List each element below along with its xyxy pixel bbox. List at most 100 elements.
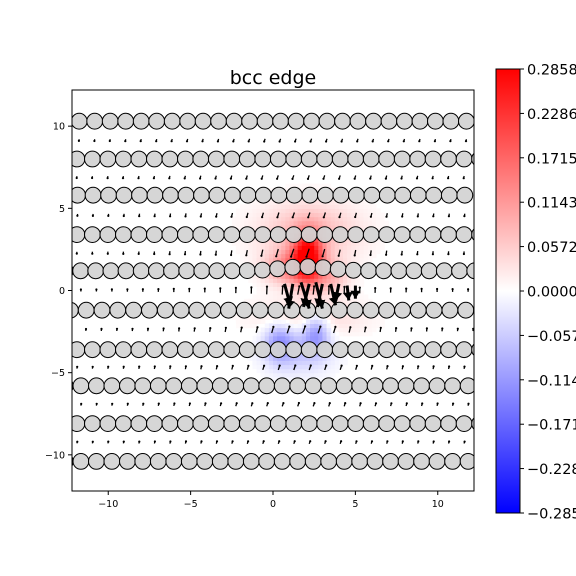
atom (242, 453, 260, 470)
field-cell (351, 286, 356, 292)
atom (103, 453, 121, 470)
arrow-head (349, 326, 352, 329)
atom (208, 262, 226, 280)
arrow-head (334, 325, 337, 328)
atom (455, 150, 473, 168)
field-cell (375, 315, 381, 320)
field-cell (256, 335, 262, 341)
field-cell (264, 257, 270, 263)
field-cell (343, 220, 348, 226)
field-cell (359, 204, 365, 209)
field-cell (343, 253, 348, 259)
field-cell (293, 368, 299, 374)
field-cell (322, 319, 328, 324)
atom (241, 112, 259, 130)
field-cell (326, 249, 332, 255)
field-cell (297, 360, 303, 366)
field-cell (268, 360, 274, 366)
arrow-head (374, 287, 377, 290)
field-cell (351, 249, 356, 255)
field-cell (297, 208, 303, 214)
field-cell (256, 364, 262, 370)
atom (440, 415, 458, 433)
field-cell (318, 212, 324, 218)
atom (115, 415, 132, 433)
arrow-head (131, 327, 134, 330)
atom (115, 341, 132, 359)
field-cell (359, 323, 365, 329)
atom (102, 262, 120, 280)
arrow-head (229, 177, 232, 180)
atom (134, 377, 152, 395)
field-cell (293, 208, 299, 214)
field-cell (285, 286, 291, 292)
field-cell (375, 212, 381, 218)
atom (211, 453, 229, 470)
field-cell (293, 315, 299, 320)
field-cell (240, 323, 245, 329)
field-cell (343, 323, 348, 329)
core-arrow-head (300, 298, 311, 307)
field-cell (310, 372, 315, 378)
atom (397, 377, 415, 395)
arrow-head (369, 253, 372, 257)
field-cell (330, 356, 336, 361)
field-cell (281, 327, 286, 333)
field-cell (273, 249, 278, 255)
atom (84, 226, 101, 244)
arrow-head (263, 140, 266, 143)
field-cell (277, 327, 282, 333)
arrow-head (230, 215, 233, 218)
field-cell (285, 183, 291, 189)
atom (194, 112, 212, 130)
arrow-head (432, 365, 435, 368)
arrow-head (293, 440, 296, 443)
field-cell (310, 294, 315, 300)
atom (455, 415, 473, 433)
atom (471, 152, 474, 166)
arrow-head (328, 402, 331, 405)
field-cell (240, 208, 245, 214)
field-cell (343, 360, 348, 366)
field-cell (355, 278, 361, 283)
field-cell (293, 356, 299, 361)
field-cell (371, 245, 377, 251)
field-cell (367, 323, 373, 329)
x-tick-label: −5 (184, 499, 198, 510)
arrow-head (184, 440, 188, 443)
atom (254, 226, 272, 244)
field-cell (351, 278, 356, 283)
atom (365, 112, 382, 130)
atom (300, 150, 318, 168)
field-cell (277, 356, 282, 361)
field-cell (359, 282, 365, 287)
atom (177, 186, 195, 204)
field-cell (347, 286, 352, 292)
field-cell (314, 315, 319, 320)
field-cell (285, 208, 291, 214)
field-cell (289, 216, 295, 222)
field-cell (256, 278, 262, 283)
field-cell (322, 327, 328, 333)
field-cell (260, 282, 266, 287)
field-cell (305, 319, 311, 324)
arrow-head (122, 214, 125, 218)
atom (405, 262, 423, 280)
field-cell (256, 241, 262, 246)
arrow-head (307, 216, 310, 219)
atom (192, 150, 210, 168)
field-cell (252, 253, 258, 259)
field-cell (293, 220, 299, 226)
atom (117, 262, 135, 280)
atom (180, 453, 198, 470)
field-cell (359, 261, 365, 267)
arrow-head (462, 177, 465, 180)
atom (149, 453, 167, 470)
x-tick-label: −10 (98, 499, 118, 510)
field-cell (347, 278, 352, 283)
atom (428, 453, 446, 470)
field-cell (277, 220, 282, 226)
field-cell (285, 216, 291, 222)
field-cell (248, 249, 254, 255)
field-cell (347, 245, 352, 251)
